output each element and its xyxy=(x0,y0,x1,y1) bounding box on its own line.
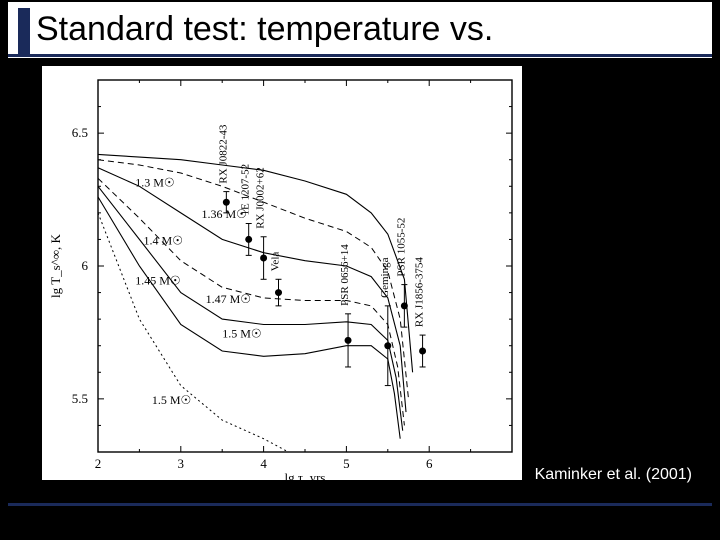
chart-svg: 2 3 4 5 6 5.5 6 6.5 lg τ, yrs lg T_s^∞, K 1.3 M☉ 1.… xyxy=(42,66,522,480)
svg-text:5: 5 xyxy=(343,456,350,471)
svg-text:1.47 M☉: 1.47 M☉ xyxy=(206,292,251,306)
svg-text:1.3 M☉: 1.3 M☉ xyxy=(135,175,174,189)
svg-text:2: 2 xyxy=(95,456,102,471)
svg-text:1E 1207-52: 1E 1207-52 xyxy=(240,164,252,216)
cooling-chart: 2 3 4 5 6 5.5 6 6.5 lg τ, yrs lg T_s^∞, K 1.3 M☉ 1.… xyxy=(42,66,522,480)
svg-text:6: 6 xyxy=(82,258,89,273)
svg-text:RX J0002+62: RX J0002+62 xyxy=(255,167,267,229)
slide: Standard test: temperature vs. 2 3 4 5 6 5.5 6… xyxy=(0,0,720,540)
svg-text:RX J0822-43: RX J0822-43 xyxy=(217,124,229,183)
svg-text:1.4 M☉: 1.4 M☉ xyxy=(144,234,183,248)
svg-text:RX J1856-3754: RX J1856-3754 xyxy=(414,257,426,327)
svg-text:PSR 1055-52: PSR 1055-52 xyxy=(395,218,407,277)
svg-text:5.5: 5.5 xyxy=(72,391,88,406)
title-underline xyxy=(8,54,712,57)
citation-text: Kaminker et al. (2001) xyxy=(535,466,692,484)
svg-text:3: 3 xyxy=(178,456,185,471)
svg-text:PSR 0656+14: PSR 0656+14 xyxy=(339,244,351,306)
svg-text:1.45 M☉: 1.45 M☉ xyxy=(135,274,180,288)
svg-text:lg T_s^∞, K: lg T_s^∞, K xyxy=(48,233,63,297)
svg-text:1.5 M☉: 1.5 M☉ xyxy=(222,327,261,341)
footer-line xyxy=(8,503,712,506)
svg-text:6: 6 xyxy=(426,456,433,471)
svg-text:1.5 M☉: 1.5 M☉ xyxy=(152,393,191,407)
title-accent xyxy=(18,8,30,56)
title-area: Standard test: temperature vs. xyxy=(8,2,712,58)
svg-text:6.5: 6.5 xyxy=(72,125,88,140)
svg-text:Geminga: Geminga xyxy=(379,257,391,297)
svg-text:lg τ, yrs: lg τ, yrs xyxy=(285,470,326,480)
slide-title: Standard test: temperature vs. xyxy=(36,10,493,49)
svg-text:Vela: Vela xyxy=(270,252,282,272)
svg-text:4: 4 xyxy=(260,456,267,471)
